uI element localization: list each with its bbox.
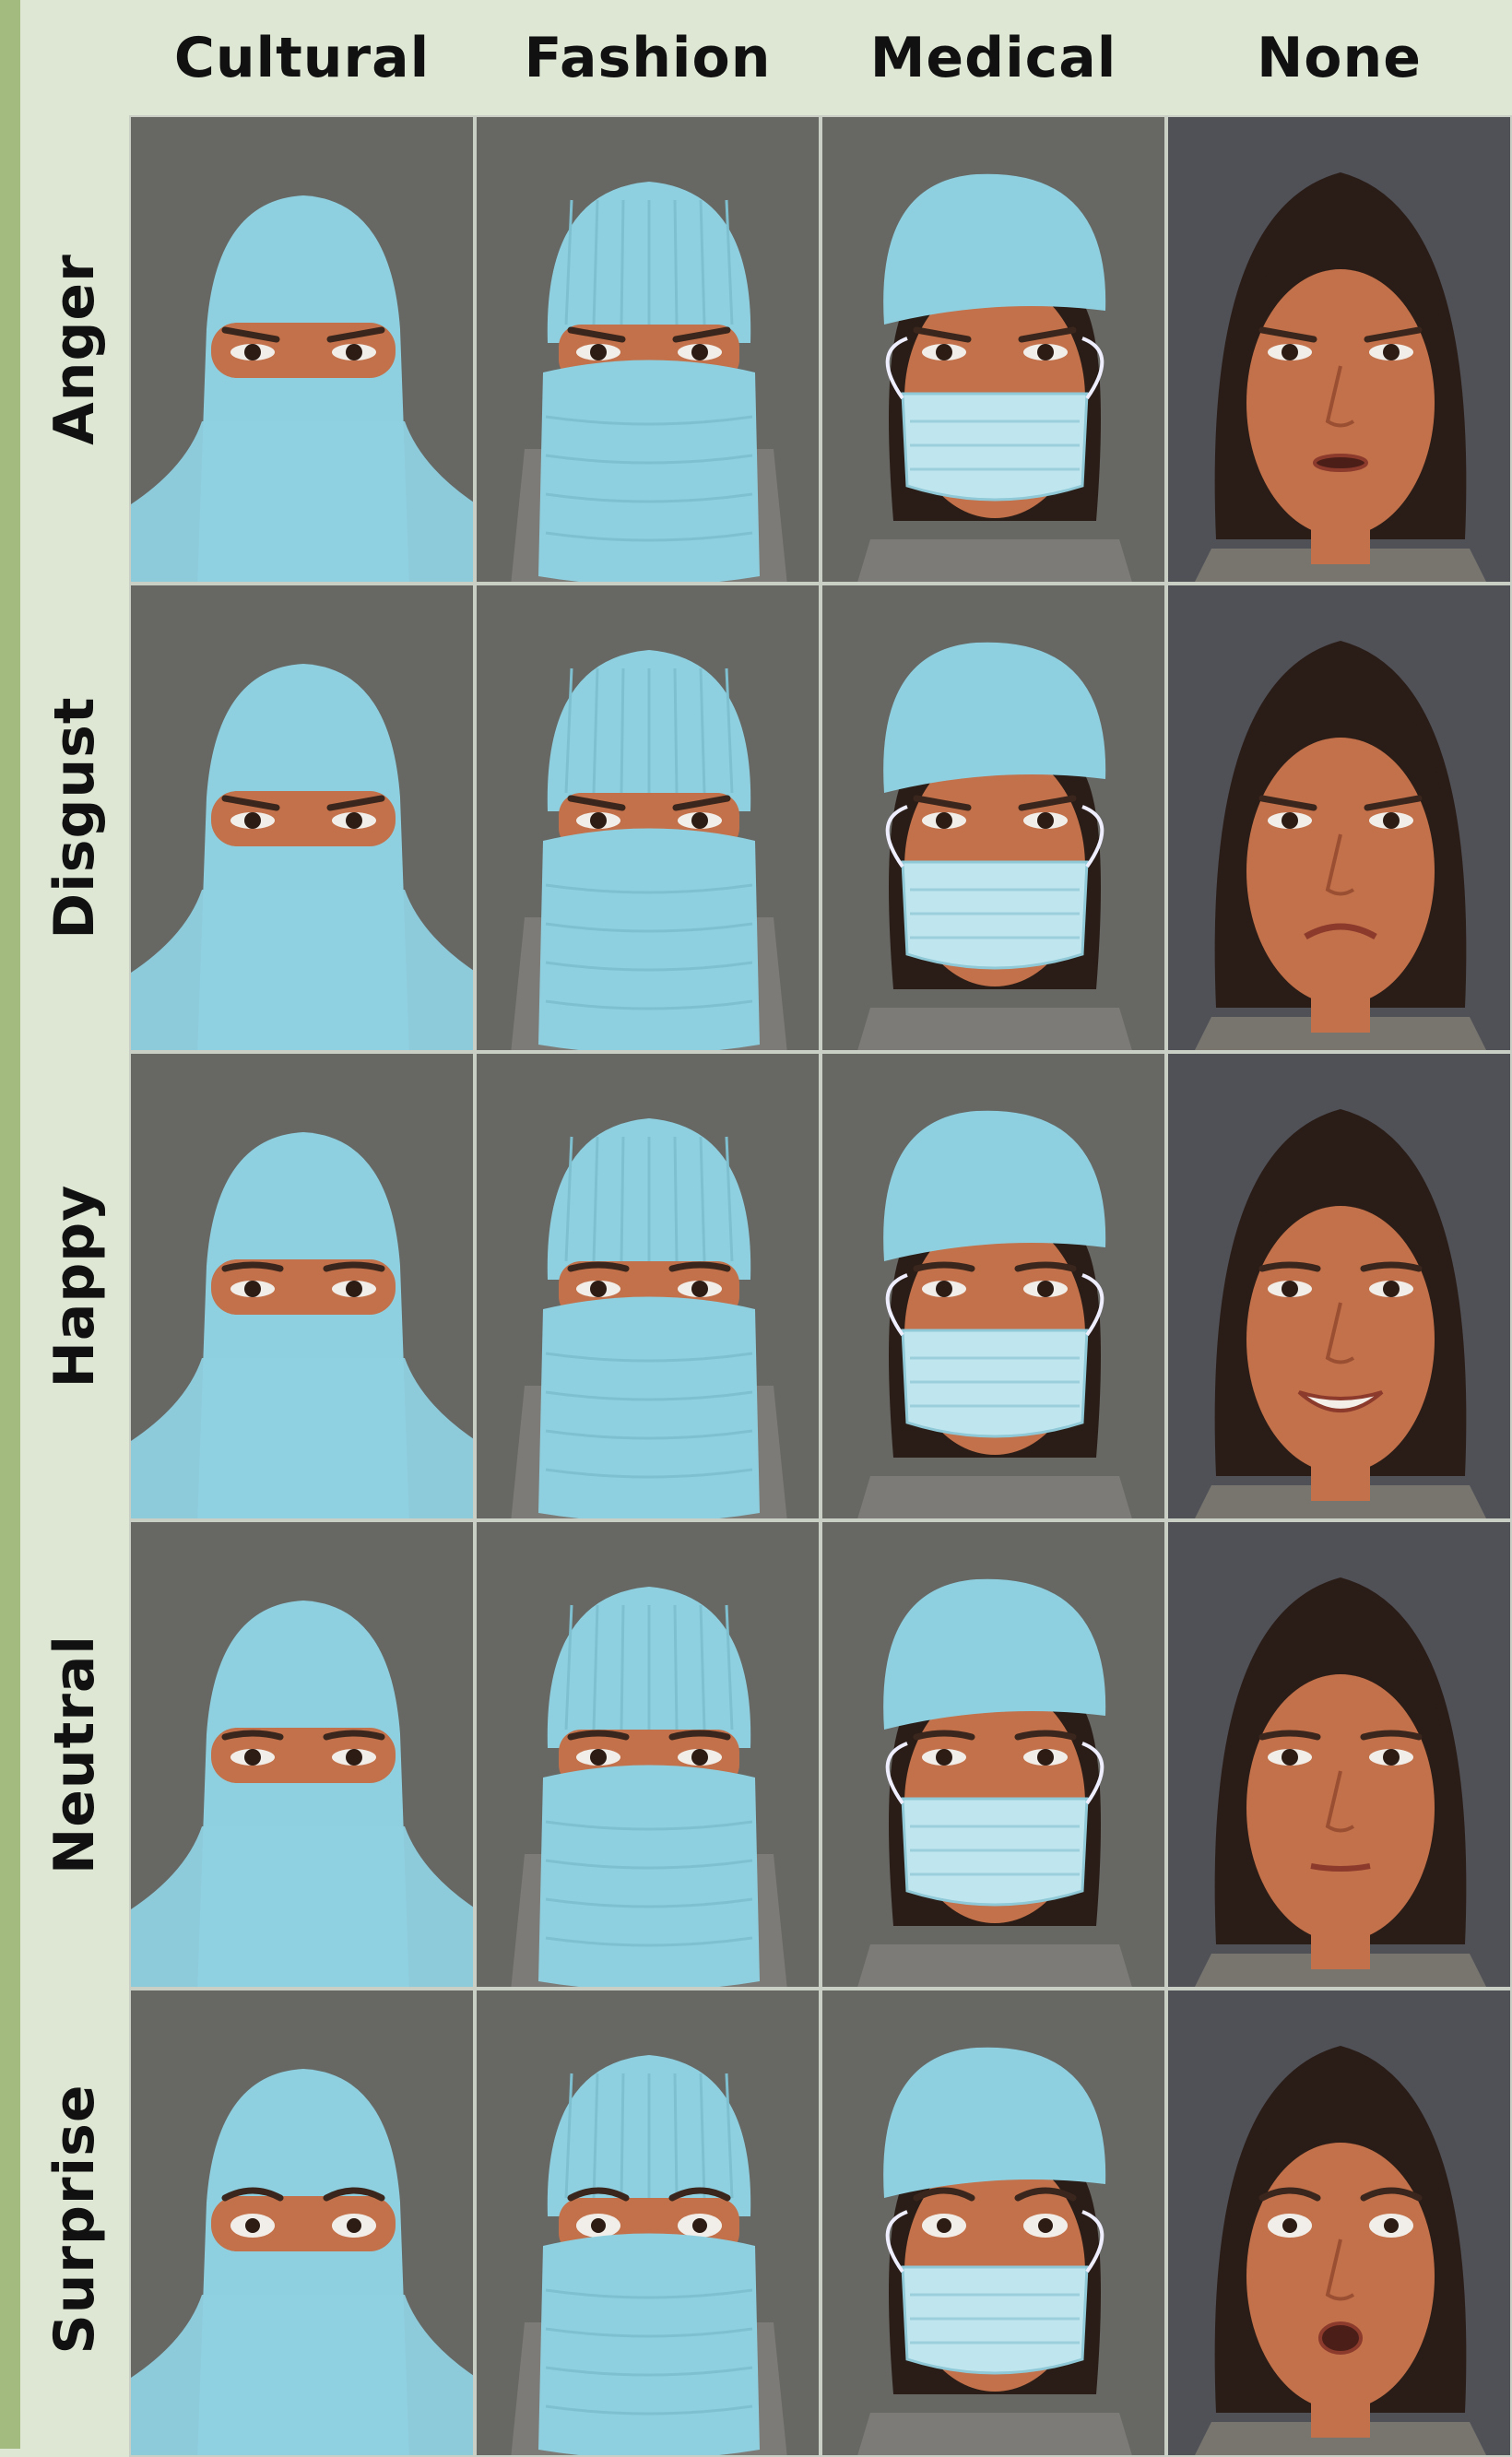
photo-happy-none [1166, 1052, 1512, 1520]
photo-neutral-cultural-image [131, 1522, 473, 1987]
photo-happy-none-image [1168, 1054, 1510, 1518]
photo-happy-fashion-image [477, 1054, 819, 1518]
photo-neutral-none-image [1168, 1522, 1510, 1987]
row-label-surprise: Surprise [42, 2083, 107, 2355]
row-header-happy: Happy [20, 1052, 129, 1520]
column-header-medical: Medical [869, 25, 1117, 90]
column-header-fashion: Fashion [524, 25, 772, 90]
photo-anger-none-image [1168, 117, 1510, 582]
image-grid [129, 115, 1512, 2457]
photo-happy-fashion [475, 1052, 821, 1520]
photo-surprise-medical [821, 1989, 1166, 2457]
column-header-cultural: Cultural [173, 25, 431, 90]
photo-disgust-fashion-image [477, 585, 819, 1050]
photo-disgust-medical-image [822, 585, 1164, 1050]
photo-neutral-fashion [475, 1520, 821, 1989]
photo-neutral-cultural [129, 1520, 475, 1989]
row-header-disgust: Disgust [20, 584, 129, 1052]
photo-neutral-fashion-image [477, 1522, 819, 1987]
photo-disgust-medical [821, 584, 1166, 1052]
photo-happy-cultural-image [131, 1054, 473, 1518]
photo-anger-cultural [129, 115, 475, 584]
photo-neutral-none [1166, 1520, 1512, 1989]
photo-disgust-cultural-image [131, 585, 473, 1050]
photo-neutral-medical [821, 1520, 1166, 1989]
photo-surprise-medical-image [822, 1990, 1164, 2455]
photo-disgust-fashion [475, 584, 821, 1052]
left-accent-bar [0, 0, 20, 2449]
photo-surprise-cultural [129, 1989, 475, 2457]
photo-disgust-none-image [1168, 585, 1510, 1050]
photo-happy-cultural [129, 1052, 475, 1520]
photo-surprise-fashion-image [477, 1990, 819, 2455]
photo-anger-medical [821, 115, 1166, 584]
row-label-happy: Happy [42, 1184, 107, 1388]
photo-disgust-cultural [129, 584, 475, 1052]
photo-anger-none [1166, 115, 1512, 584]
row-header-surprise: Surprise [20, 1989, 129, 2449]
row-label-anger: Anger [42, 254, 107, 445]
row-label-neutral: Neutral [42, 1635, 107, 1874]
photo-disgust-none [1166, 584, 1512, 1052]
photo-anger-cultural-image [131, 117, 473, 582]
row-label-disgust: Disgust [42, 696, 107, 939]
row-header-anger: Anger [20, 115, 129, 584]
photo-happy-medical-image [822, 1054, 1164, 1518]
photo-neutral-medical-image [822, 1522, 1164, 1987]
column-header-none: None [1257, 25, 1422, 90]
photo-happy-medical [821, 1052, 1166, 1520]
photo-surprise-none [1166, 1989, 1512, 2457]
photo-surprise-cultural-image [131, 1990, 473, 2455]
photo-anger-fashion-image [477, 117, 819, 582]
photo-anger-medical-image [822, 117, 1164, 582]
photo-surprise-fashion [475, 1989, 821, 2457]
column-header-row: Cultural Fashion Medical None [129, 0, 1512, 115]
photo-surprise-none-image [1168, 1990, 1510, 2455]
photo-anger-fashion [475, 115, 821, 584]
row-header-neutral: Neutral [20, 1520, 129, 1989]
